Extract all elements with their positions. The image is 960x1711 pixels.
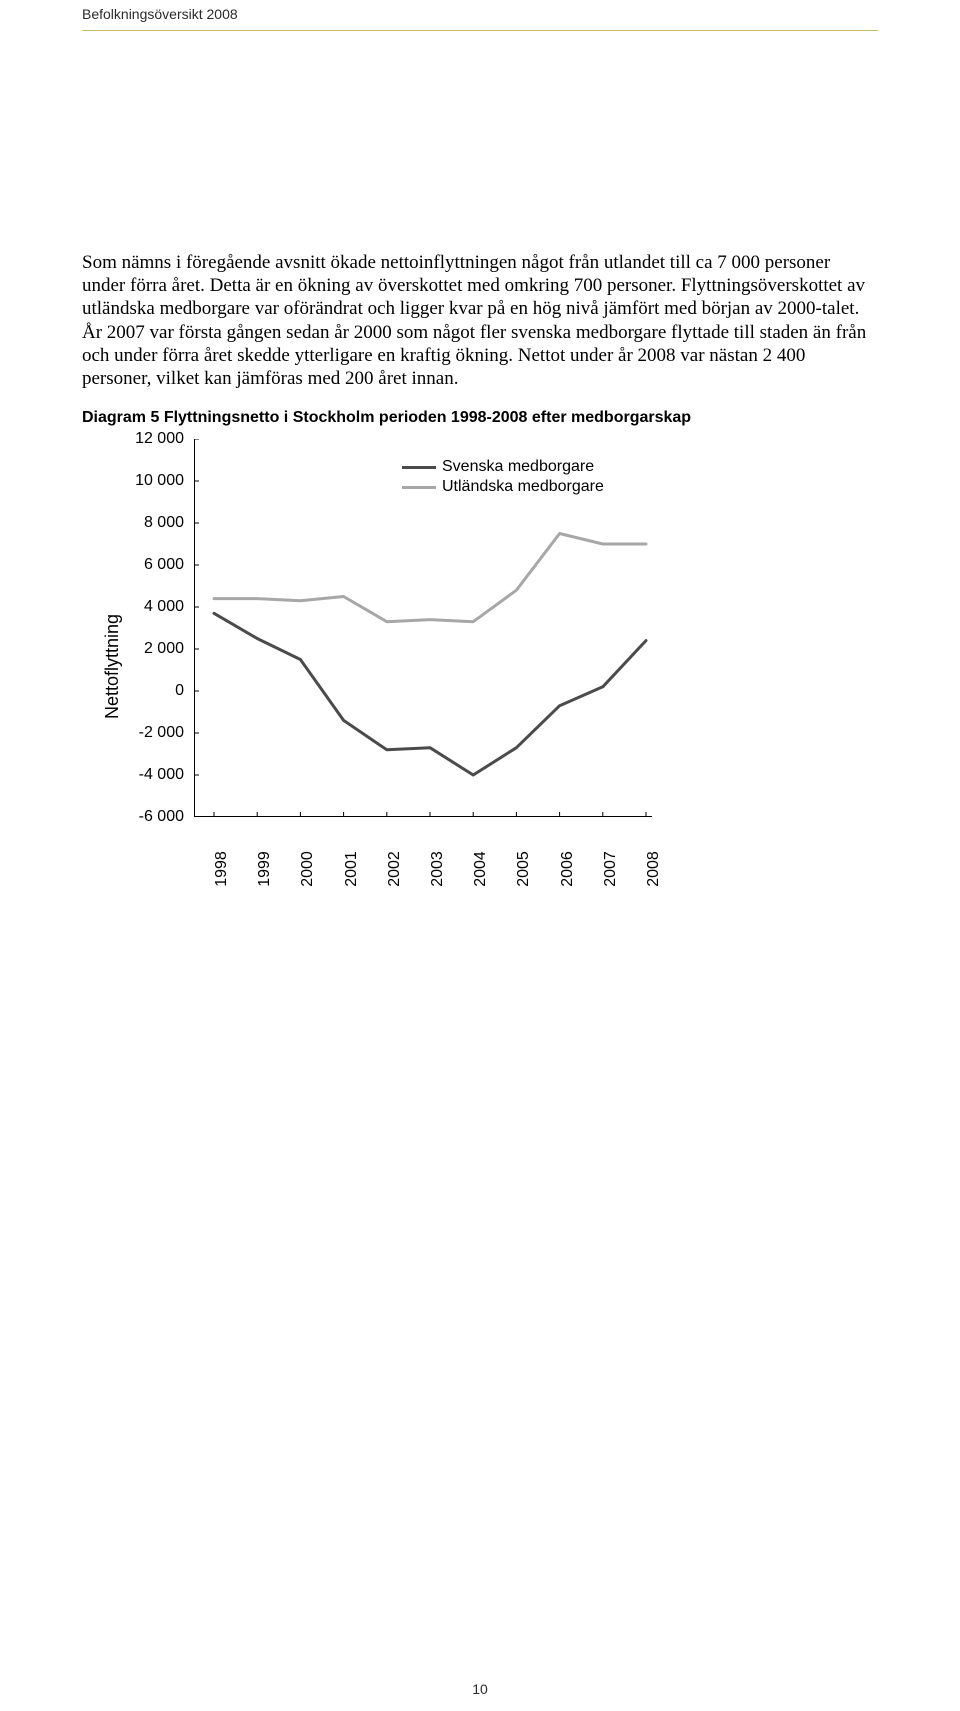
legend-swatch	[402, 486, 436, 489]
header-rule	[82, 30, 878, 31]
x-tick-label: 2003	[429, 851, 447, 887]
x-tick-label: 2006	[559, 851, 577, 887]
y-tick-label: 12 000	[135, 430, 184, 448]
x-tick-label: 1999	[256, 851, 274, 887]
x-tick-label: 2004	[472, 851, 490, 887]
legend-label: Utländska medborgare	[442, 477, 604, 497]
body-paragraph: Som nämns i föregående avsnitt ökade net…	[82, 251, 878, 390]
chart-block: Nettoflyttning 12 00010 0008 0006 0004 0…	[132, 439, 878, 817]
y-tick-label: 4 000	[144, 598, 184, 616]
y-tick-label: 6 000	[144, 556, 184, 574]
page-number: 10	[0, 1681, 960, 1697]
x-tick-label: 2008	[645, 851, 663, 887]
running-header: Befolkningsöversikt 2008	[82, 0, 878, 22]
y-tick-label: 0	[175, 682, 184, 700]
y-tick-label: 10 000	[135, 472, 184, 490]
y-tick-label: -6 000	[139, 808, 184, 826]
y-tick-label: 8 000	[144, 514, 184, 532]
legend-label: Svenska medborgare	[442, 457, 594, 477]
legend-swatch	[402, 466, 436, 469]
legend: Svenska medborgareUtländska medborgare	[402, 457, 604, 497]
chart-frame: Nettoflyttning 12 00010 0008 0006 0004 0…	[132, 439, 652, 817]
x-tick-label: 2000	[299, 851, 317, 887]
y-tick-column: 12 00010 0008 0006 0004 0002 0000-2 000-…	[132, 439, 190, 817]
x-tick-label: 2005	[515, 851, 533, 887]
y-tick-label: 2 000	[144, 640, 184, 658]
page: Befolkningsöversikt 2008 Som nämns i för…	[0, 0, 960, 1711]
y-axis-label: Nettoflyttning	[102, 614, 123, 719]
legend-item: Utländska medborgare	[402, 477, 604, 497]
y-tick-label: -2 000	[139, 724, 184, 742]
x-tick-label: 1998	[213, 851, 231, 887]
legend-item: Svenska medborgare	[402, 457, 604, 477]
x-tick-label: 2007	[602, 851, 620, 887]
x-tick-row: 1998 1999 2000 2001 2002 2003 2004 2005 2006 2007…	[194, 819, 652, 889]
x-tick-label: 2002	[386, 851, 404, 887]
x-tick-label: 2001	[343, 851, 361, 887]
y-tick-label: -4 000	[139, 766, 184, 784]
chart-title: Diagram 5 Flyttningsnetto i Stockholm pe…	[82, 409, 878, 427]
